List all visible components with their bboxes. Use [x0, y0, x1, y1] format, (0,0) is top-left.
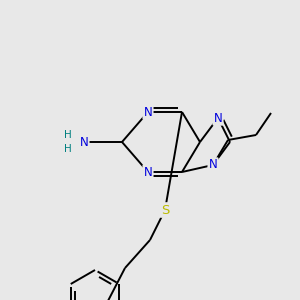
Text: N: N — [208, 158, 217, 172]
Text: N: N — [80, 136, 88, 148]
Text: N: N — [144, 106, 152, 118]
Text: H: H — [64, 144, 72, 154]
Text: H: H — [64, 130, 72, 140]
Text: N: N — [214, 112, 222, 124]
Text: S: S — [161, 203, 169, 217]
Text: N: N — [144, 166, 152, 178]
